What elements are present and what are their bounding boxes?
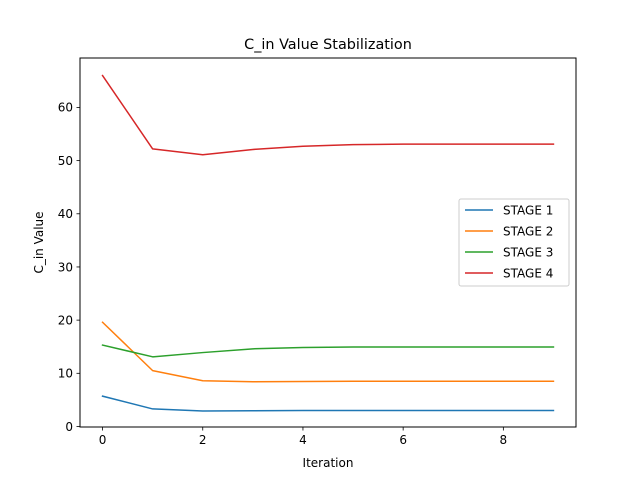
series-line-stage-3 (101, 344, 555, 358)
series-layer (101, 74, 555, 412)
x-tick-label: 0 (99, 433, 107, 447)
y-tick-label: 60 (58, 101, 73, 115)
legend-label-stage-1: STAGE 1 (503, 203, 553, 217)
y-tick-label: 0 (65, 420, 73, 434)
x-tick-label: 8 (500, 433, 508, 447)
legend: STAGE 1 STAGE 2 STAGE 3 STAGE 4 (458, 198, 570, 287)
x-tick-label: 6 (399, 433, 407, 447)
legend-items: STAGE 1 STAGE 2 STAGE 3 STAGE 4 (465, 203, 553, 280)
y-axis-ticks: 0 10 20 30 40 50 60 (58, 101, 80, 434)
legend-label-stage-3: STAGE 3 (503, 245, 553, 259)
series-line-stage-4 (101, 74, 555, 156)
x-tick-label: 4 (299, 433, 307, 447)
x-tick-label: 2 (199, 433, 207, 447)
legend-label-stage-2: STAGE 2 (503, 224, 553, 238)
legend-label-stage-4: STAGE 4 (503, 266, 553, 280)
plot-frame (79, 57, 577, 428)
y-tick-label: 10 (58, 367, 73, 381)
y-axis-label: C_in Value (32, 211, 46, 273)
chart-title: C_in Value Stabilization (244, 37, 412, 53)
y-tick-label: 20 (58, 313, 73, 327)
series-line-stage-1 (101, 395, 555, 412)
series-line-stage-2 (101, 321, 555, 383)
y-tick-label: 50 (58, 154, 73, 168)
y-tick-label: 30 (58, 260, 73, 274)
y-tick-label: 40 (58, 207, 73, 221)
legend-box (458, 198, 570, 287)
x-axis-label: Iteration (303, 456, 354, 470)
x-axis-ticks: 0 2 4 6 8 (99, 427, 507, 447)
